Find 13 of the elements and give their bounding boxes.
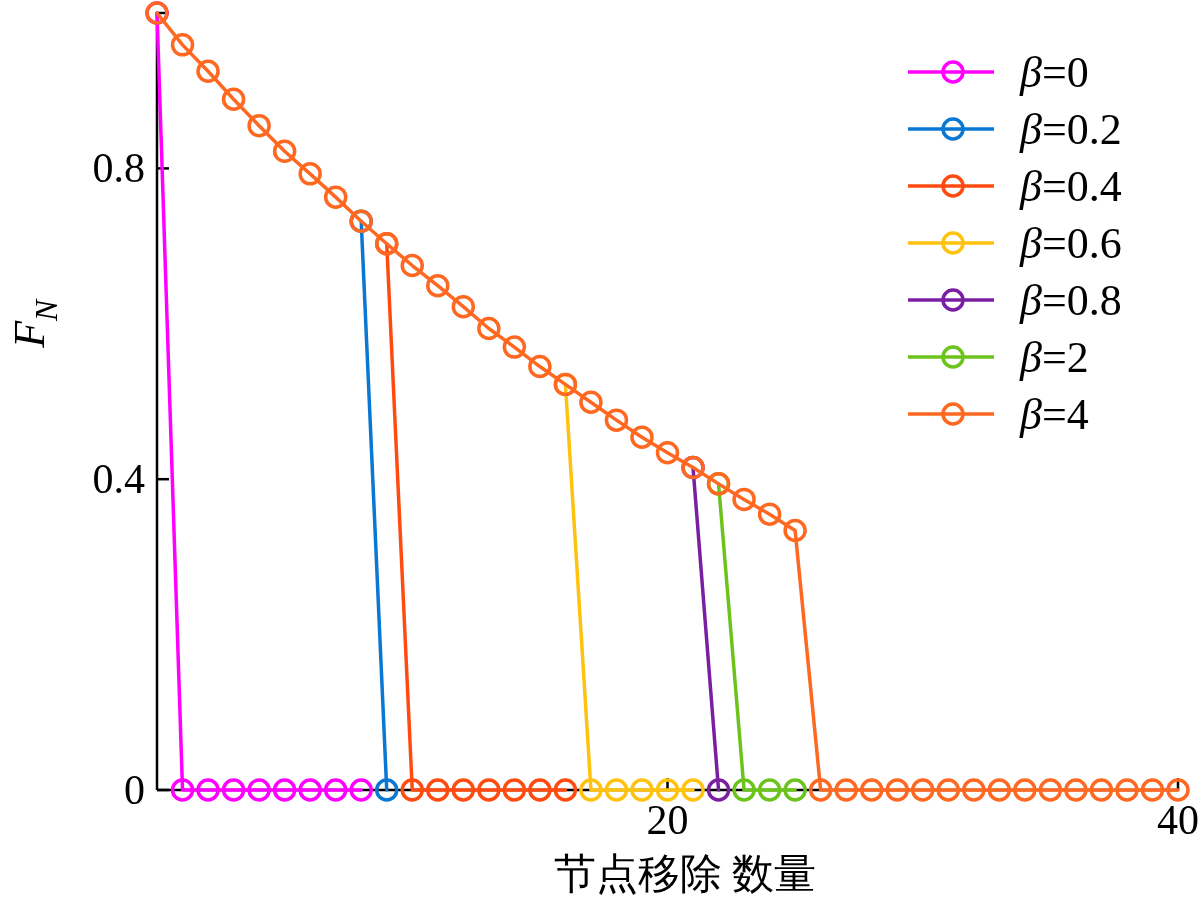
y-tick-label: 0: [124, 767, 145, 813]
y-tick-label: 0.8: [92, 145, 145, 192]
legend-label: β=0.2: [1019, 105, 1122, 154]
legend-label: β=0: [1019, 48, 1089, 97]
x-axis-title: 节点移除 数量: [553, 851, 817, 897]
legend-label: β=0.8: [1019, 276, 1122, 325]
legend-label: β=0.4: [1019, 162, 1122, 211]
x-tick-label: 40: [1157, 797, 1199, 843]
legend-label: β=0.6: [1019, 219, 1122, 268]
legend-label: β=4: [1019, 390, 1089, 439]
legend-label: β=2: [1019, 333, 1089, 382]
x-tick-label: 20: [646, 797, 689, 843]
y-tick-label: 0.4: [92, 456, 145, 503]
